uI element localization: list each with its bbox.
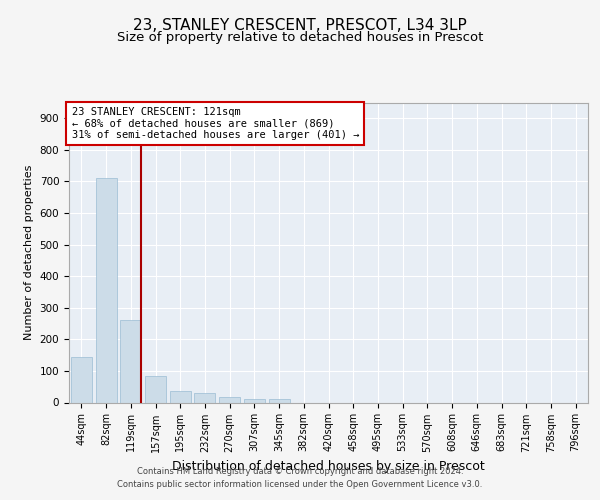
Bar [71,356,92,403]
Text: Contains public sector information licensed under the Open Government Licence v3: Contains public sector information licen… [118,480,482,489]
Y-axis label: Number of detached properties: Number of detached properties [24,165,34,340]
Bar [244,400,265,402]
Text: 23 STANLEY CRESCENT: 121sqm
← 68% of detached houses are smaller (869)
31% of se: 23 STANLEY CRESCENT: 121sqm ← 68% of det… [71,107,359,140]
Bar [194,393,215,402]
X-axis label: Distribution of detached houses by size in Prescot: Distribution of detached houses by size … [172,460,485,473]
Text: 23, STANLEY CRESCENT, PRESCOT, L34 3LP: 23, STANLEY CRESCENT, PRESCOT, L34 3LP [133,18,467,32]
Text: Contains HM Land Registry data © Crown copyright and database right 2024.: Contains HM Land Registry data © Crown c… [137,467,463,476]
Bar [95,178,116,402]
Bar [269,400,290,402]
Text: Size of property relative to detached houses in Prescot: Size of property relative to detached ho… [117,31,483,44]
Bar [170,392,191,402]
Bar [145,376,166,402]
Bar [120,320,141,402]
Bar [219,397,240,402]
